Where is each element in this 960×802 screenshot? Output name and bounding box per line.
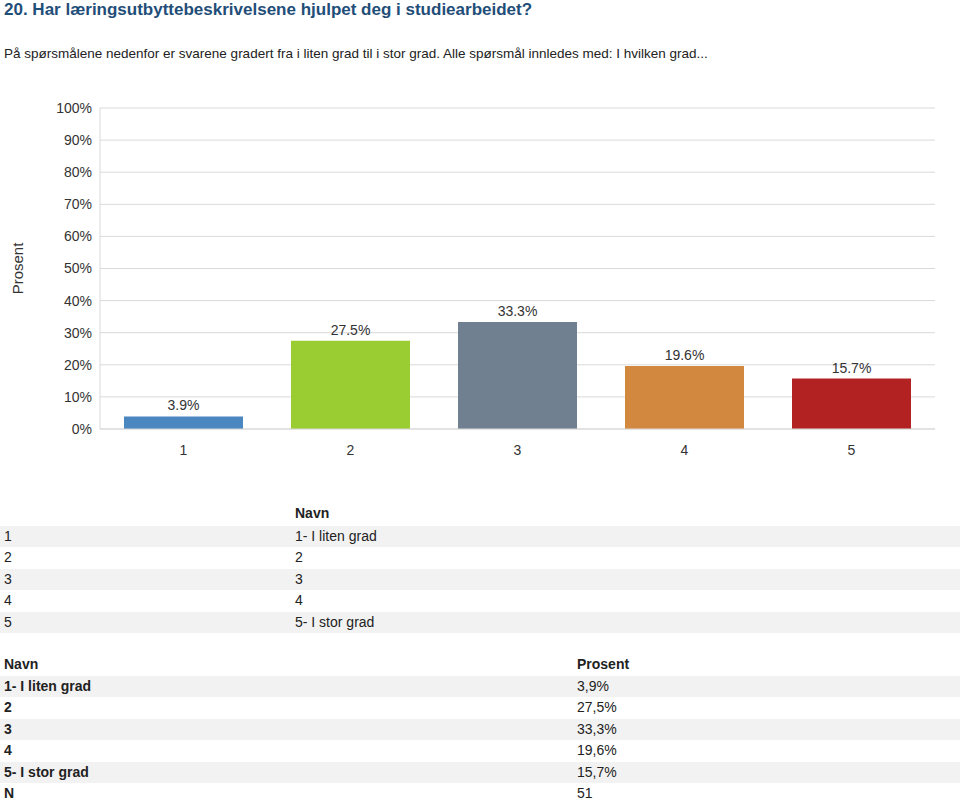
html-text:Navn: Navn: [4, 656, 39, 672]
svg-text:50%: 50%: [64, 260, 92, 276]
svg-text:60%: 60%: [64, 228, 92, 244]
svg-text:90%: 90%: [64, 132, 92, 148]
html-text:5- I stor grad: 5- I stor grad: [295, 613, 375, 630]
html-text:4: 4: [4, 592, 12, 609]
svg-text:70%: 70%: [64, 196, 92, 212]
svg-text:27.5%: 27.5%: [331, 322, 371, 338]
html-text:5: 5: [4, 613, 12, 630]
svg-text:4: 4: [681, 442, 689, 458]
svg-text:33.3%: 33.3%: [498, 303, 538, 319]
html-text:Prosent: Prosent: [577, 656, 630, 672]
html-text:15,7%: 15,7%: [577, 763, 617, 780]
html-text:5- I stor grad: 5- I stor grad: [4, 763, 89, 780]
html-text:1: 1: [4, 528, 12, 544]
svg-text:15.7%: 15.7%: [832, 360, 872, 376]
html-text:2: 2: [4, 549, 12, 566]
html-text:4: 4: [295, 592, 303, 609]
svg-text:Prosent: Prosent: [9, 242, 26, 295]
svg-text:20%: 20%: [64, 357, 92, 373]
svg-text:1: 1: [180, 442, 188, 458]
svg-text:10%: 10%: [64, 389, 92, 405]
svg-text:0%: 0%: [72, 421, 92, 437]
html-text:1- I liten grad: 1- I liten grad: [4, 678, 92, 694]
svg-text:3.9%: 3.9%: [168, 397, 200, 413]
html-text:3: 3: [295, 570, 303, 587]
html-text:20. Har læringsutbyttebeskrive: 20. Har læringsutbyttebeskrivelsene hjul…: [4, 0, 533, 19]
html-text:19,6%: 19,6%: [577, 742, 617, 759]
html-text:2: 2: [4, 699, 12, 716]
html-text:51: 51: [577, 785, 593, 801]
html-text:1- I liten grad: 1- I liten grad: [295, 528, 377, 544]
html-text:N: N: [4, 785, 15, 801]
html-text:4: 4: [4, 742, 12, 759]
svg-text:100%: 100%: [56, 100, 92, 116]
svg-text:2: 2: [347, 442, 355, 458]
html-text:3: 3: [4, 720, 12, 737]
html-text:Navn: Navn: [295, 505, 330, 521]
html-text:33,3%: 33,3%: [577, 720, 617, 737]
svg-text:3: 3: [514, 442, 522, 458]
html-text:På spørsmålene nedenfor er sva: På spørsmålene nedenfor er svarene grade…: [4, 46, 708, 61]
svg-text:80%: 80%: [64, 164, 92, 180]
html-text:3: 3: [4, 570, 12, 587]
html-text:2: 2: [295, 549, 303, 566]
svg-text:5: 5: [848, 442, 856, 458]
html-text:27,5%: 27,5%: [577, 699, 617, 716]
svg-text:40%: 40%: [64, 293, 92, 309]
svg-text:30%: 30%: [64, 325, 92, 341]
html-text:3,9%: 3,9%: [577, 678, 609, 694]
svg-text:19.6%: 19.6%: [665, 347, 705, 363]
